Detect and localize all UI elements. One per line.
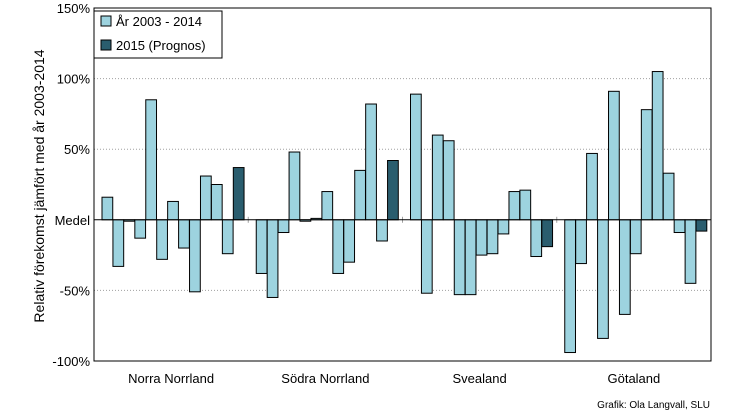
- bar-history: [101, 196, 114, 221]
- bar-history: [156, 219, 168, 260]
- bar-history: [167, 200, 179, 221]
- bar-history: [597, 219, 609, 339]
- bar-forecast: [695, 219, 708, 232]
- bar-history: [376, 219, 388, 242]
- bar-history: [530, 219, 543, 258]
- y-tick-label: -50%: [60, 283, 91, 298]
- bar-history: [442, 140, 455, 221]
- bar-history: [266, 219, 279, 298]
- axes: [93, 7, 712, 362]
- bar-history: [662, 172, 675, 221]
- bar-history: [365, 103, 377, 221]
- bar-forecast: [387, 160, 399, 221]
- category-label: Södra Norrland: [281, 371, 369, 386]
- bar-history: [321, 191, 334, 221]
- bar-history: [486, 219, 499, 255]
- bar-history: [564, 219, 576, 354]
- legend: År 2003 - 2014 2015 (Prognos): [93, 10, 223, 59]
- legend-swatch-history: [100, 15, 112, 27]
- bar-history: [640, 109, 653, 221]
- credit-text: Grafik: Ola Langvall, SLU: [597, 400, 710, 411]
- y-axis-title: Relativ förekomst jämfört med år 2003-20…: [31, 49, 47, 322]
- legend-label-forecast: 2015 (Prognos): [116, 38, 206, 53]
- bar-history: [684, 219, 697, 284]
- bar-history: [508, 191, 521, 221]
- bar-history: [475, 219, 488, 256]
- legend-box: [93, 10, 223, 59]
- y-tick-label: 150%: [57, 1, 91, 16]
- bar-history: [629, 219, 642, 255]
- category-label: Norra Norrland: [128, 371, 214, 386]
- y-tick-label: Medel: [55, 213, 91, 228]
- y-tick-label: -100%: [52, 354, 90, 369]
- bar-history: [431, 134, 444, 221]
- bar-history: [221, 219, 234, 255]
- bar-history: [420, 219, 433, 294]
- bar-history: [112, 219, 125, 267]
- bar-history: [673, 219, 686, 234]
- bar-history: [453, 219, 466, 296]
- bar-history: [618, 219, 631, 315]
- bar-forecast: [232, 167, 245, 221]
- bar-history: [519, 189, 532, 221]
- y-tick-labels: 150% 100% 50% Medel -50% -100%: [52, 1, 90, 369]
- legend-label-history: År 2003 - 2014: [116, 14, 202, 29]
- legend-swatch-forecast: [100, 39, 112, 51]
- bar-history: [575, 219, 587, 265]
- bar-history: [410, 93, 422, 221]
- bar-history: [199, 175, 212, 221]
- bar-history: [651, 71, 664, 221]
- bar-history: [178, 219, 190, 249]
- bar-forecast: [541, 219, 554, 248]
- bars: [101, 71, 708, 354]
- bar-history: [497, 219, 510, 235]
- bar-history: [277, 219, 290, 234]
- y-tick-label: 100%: [57, 72, 91, 87]
- category-label: Svealand: [453, 371, 507, 386]
- category-label: Götaland: [607, 371, 660, 386]
- y-tick-label: 50%: [64, 142, 90, 157]
- bar-history: [134, 219, 147, 239]
- bar-history: [255, 219, 268, 274]
- bar-history: [608, 90, 620, 221]
- category-labels: Norra Norrland Södra Norrland Svealand Göta…: [128, 371, 660, 386]
- bar-history: [464, 219, 477, 296]
- bar-history: [343, 219, 356, 263]
- bar-history: [354, 169, 366, 221]
- bar-history: [332, 219, 345, 274]
- bar-history: [288, 151, 301, 221]
- bar-history: [189, 219, 201, 293]
- plot-frame: [93, 7, 712, 362]
- bar-history: [145, 99, 158, 221]
- bar-history: [210, 184, 223, 221]
- bar-history: [586, 152, 598, 221]
